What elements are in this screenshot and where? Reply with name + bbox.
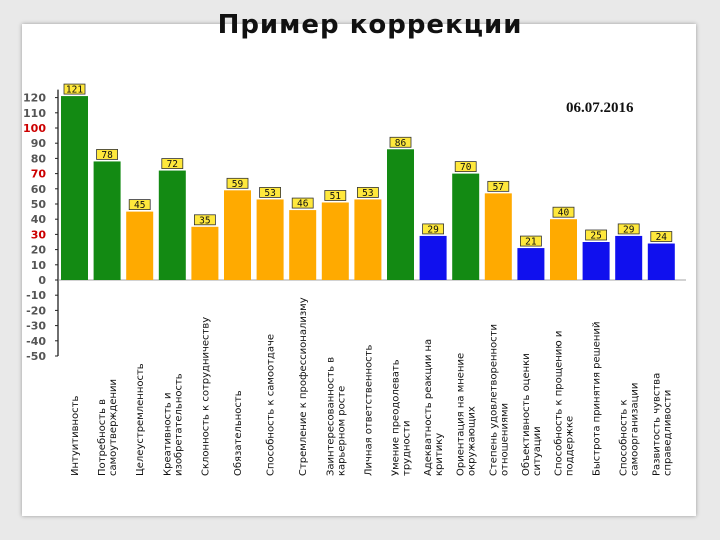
y-tick-label: 20 [31,244,47,257]
bar-value-box [96,149,118,160]
category-label: Ориентация на мнениеокружающих [456,353,478,476]
bar [289,210,317,280]
category-label: Степень удовлетворенностиотношениями [488,324,510,476]
y-tick-label: -10 [26,289,46,302]
date-label: 06.07.2016 [566,100,634,116]
category-label: Заинтересованность вкарьерном росте [325,357,347,476]
bar-value-label: 21 [525,237,537,248]
bar-value-box [161,158,184,169]
bar [647,243,675,280]
bar-value-label: 72 [167,159,178,170]
y-tick-label: 80 [31,152,47,165]
bar-value-box [128,199,151,211]
y-tick-label: 40 [31,213,47,226]
bar-value-box [422,223,445,235]
bar [419,235,447,280]
category-label: Креативность иизобретательность [162,373,184,476]
bar-value-box [585,229,607,241]
bar-value-box [552,206,575,218]
y-tick-label: 70 [31,168,47,181]
category-label: Адекватность реакции накритику [423,339,445,476]
bar-value-label: 57 [493,182,504,193]
bar [517,248,545,280]
category-label: Умение преодолеватьтрудности [391,359,413,476]
bar-value-box [291,197,314,209]
bar [387,149,414,280]
category-label: Способность к самоотдаче [266,334,277,476]
bar-value-label: 46 [297,199,309,210]
bar-value-box [617,223,640,235]
bar-value-box [487,180,510,192]
bar [321,202,349,280]
category-label: Объективность оценкиситуации [521,353,543,476]
bar [126,211,154,280]
bar [452,173,480,280]
bar-value-box [259,187,282,198]
y-tick-label: -20 [26,304,46,317]
bar-value-box [63,83,86,95]
category-label: Склонность к сотрудничеству [200,317,211,476]
bar-value-box [226,177,249,189]
y-tick-label: -30 [26,320,46,333]
category-label: Способность ксамоорганизации [619,383,641,476]
category-label: Личная ответственность [363,345,374,476]
category-label: Интуитивность [70,396,81,476]
bar [615,235,643,280]
category-label: Целеустремленность [135,363,146,476]
bar [191,226,219,280]
bar-value-label: 29 [427,224,439,235]
category-label: Стремление к профессионализму [298,297,309,476]
bar [582,242,610,280]
bar [158,170,186,280]
category-label: Потребность всамоутверждении [97,379,119,476]
category-label: Обязательность [233,390,244,476]
bar-value-box [650,231,673,242]
category-label: Быстрота принятия решений [592,322,603,476]
y-tick-label: 100 [23,122,46,135]
bar-value-box [389,136,412,148]
y-tick-label: 30 [31,228,47,241]
bar [354,199,382,280]
category-label: Способность к прощению иподдержке [554,331,576,476]
y-tick-label: 110 [23,107,46,120]
page-title: Пример коррекции [217,10,523,40]
bar-value-label: 53 [362,188,373,199]
bar [93,161,121,280]
bar [224,190,251,280]
bar-value-label: 59 [232,179,244,190]
y-tick-label: 120 [23,92,46,105]
bar-value-label: 24 [656,232,668,243]
bar-value-box [520,235,542,247]
bar [550,219,577,280]
bar-value-label: 70 [460,162,472,173]
bar-value-label: 45 [134,200,145,211]
bar-value-label: 78 [101,150,113,161]
bar-value-label: 29 [623,224,635,235]
bar-value-label: 25 [590,231,601,242]
y-tick-label: 10 [31,259,47,272]
y-tick-label: -50 [26,350,46,363]
bar-value-box [454,161,477,173]
bar [61,96,88,280]
bar [484,193,512,280]
bar-value-label: 86 [395,138,407,149]
bar-value-label: 53 [264,188,275,199]
bar-value-box [356,187,379,198]
y-tick-label: 50 [31,198,47,211]
bar-value-label: 121 [66,85,83,96]
bar-value-label: 40 [558,208,570,219]
y-tick-label: 0 [38,274,46,287]
y-tick-label: -40 [26,335,46,348]
bar [256,199,284,280]
bar-value-label: 35 [199,215,210,226]
y-tick-label: 90 [31,137,47,150]
bar-value-box [193,214,216,226]
category-label: Развитость чувствасправедливости [651,373,673,476]
bar-value-box [324,190,347,201]
y-tick-label: 60 [31,183,47,196]
bar-value-label: 51 [330,191,342,202]
